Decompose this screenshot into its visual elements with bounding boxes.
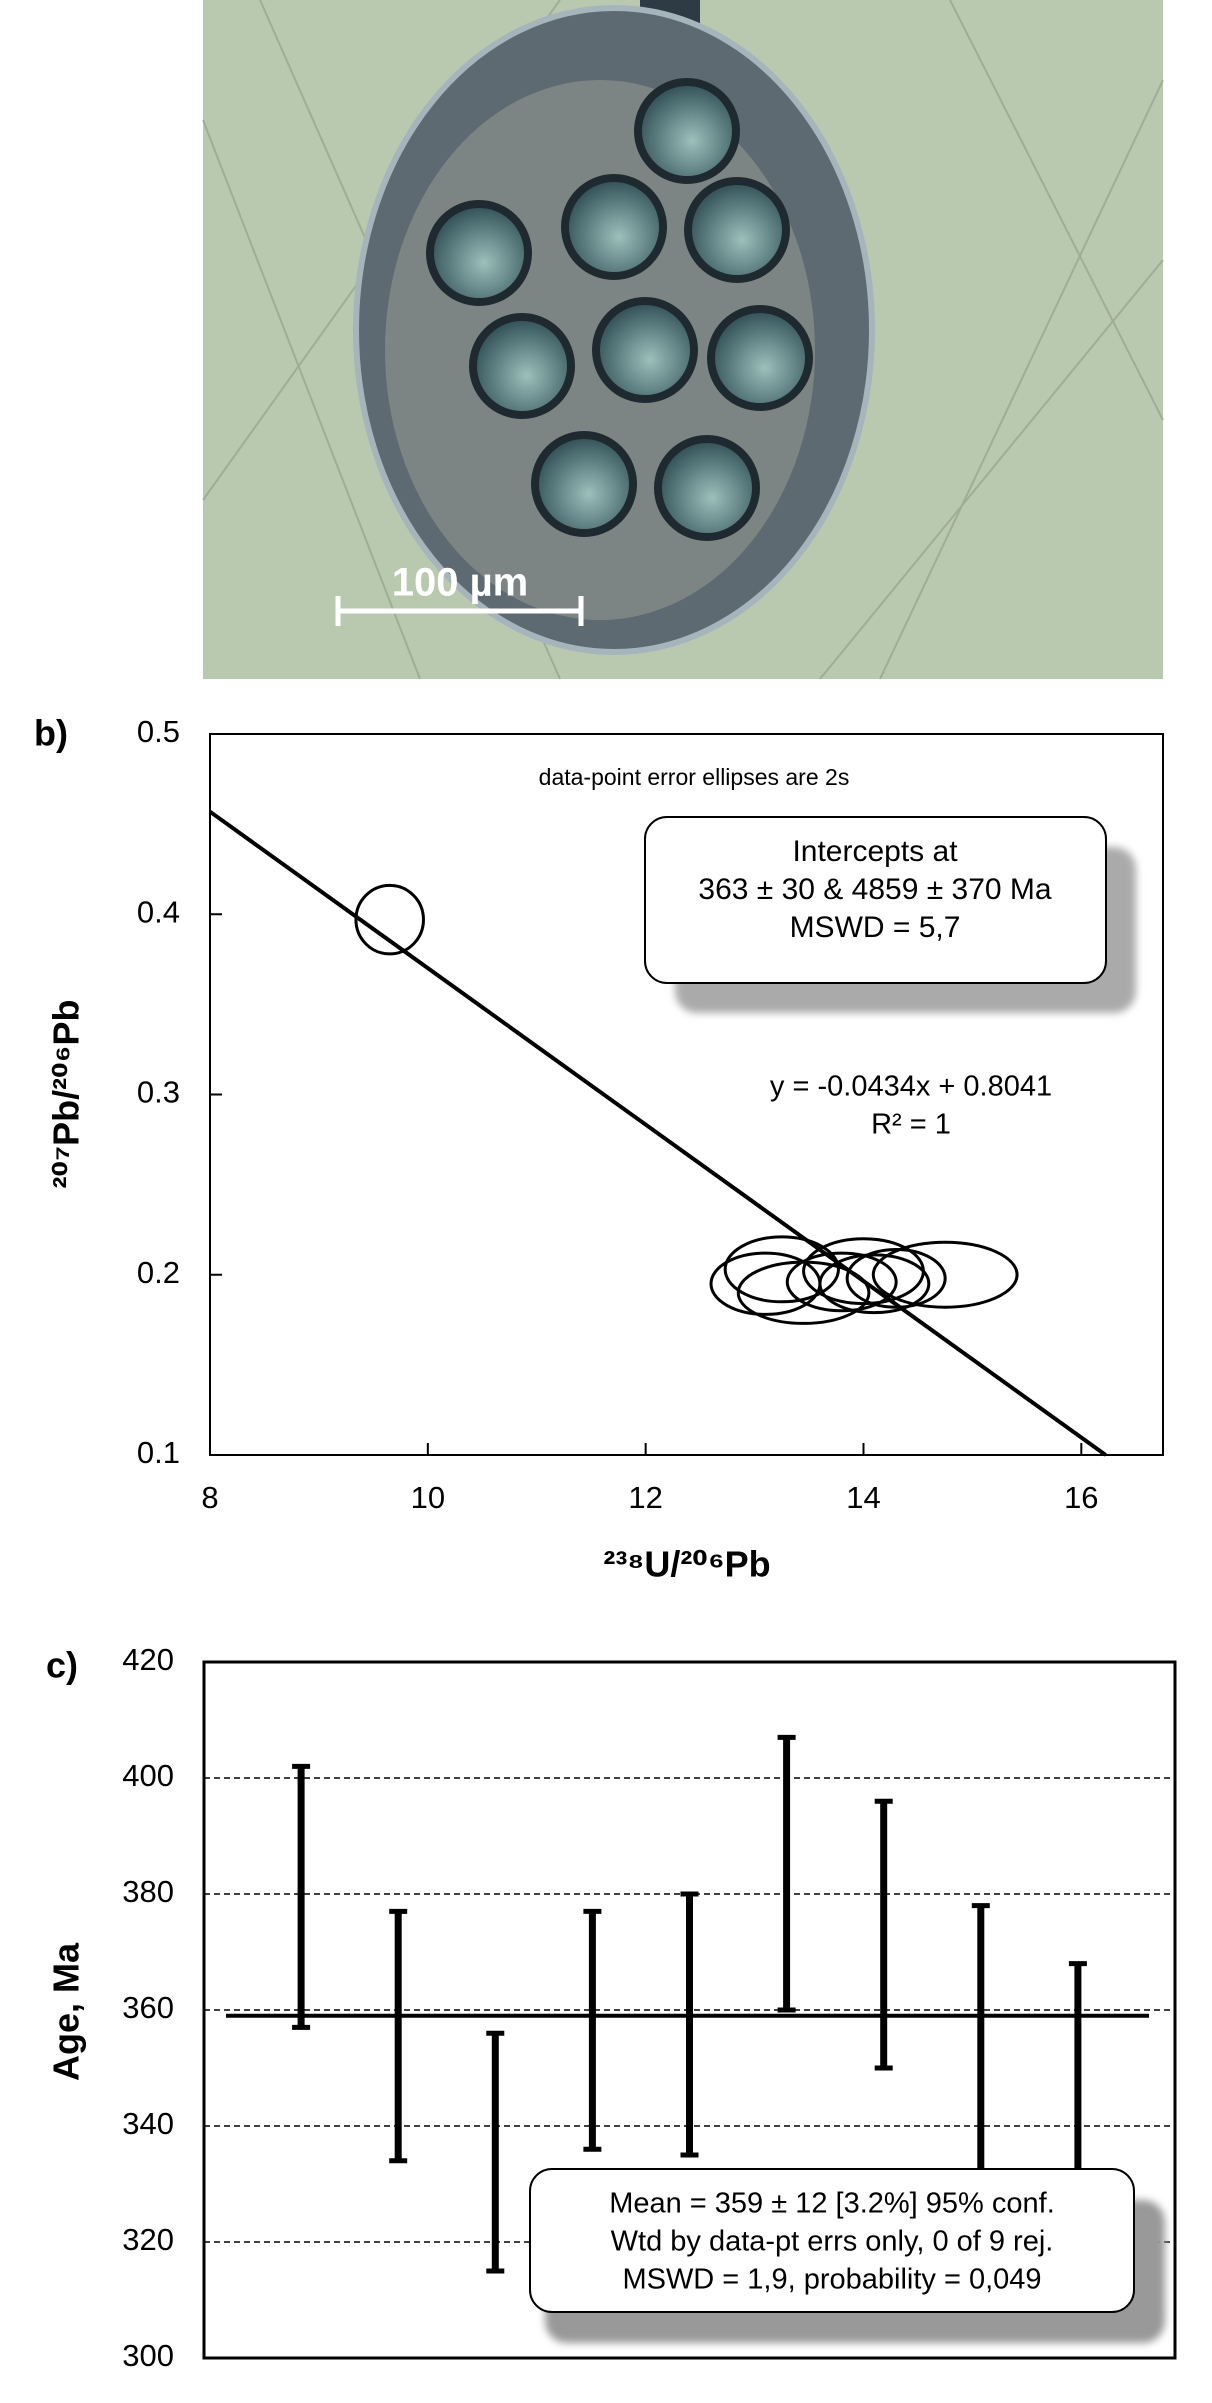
y-axis-label: ²⁰⁷Pb/²⁰⁶Pb xyxy=(46,1000,87,1189)
y-tick-label: 340 xyxy=(122,2106,174,2141)
panel-label: c) xyxy=(46,1645,78,1686)
x-tick-label: 14 xyxy=(846,1480,880,1515)
x-tick-label: 12 xyxy=(628,1480,662,1515)
holes xyxy=(426,78,813,541)
result-box xyxy=(529,2168,1135,2313)
photo: 100 µm xyxy=(202,0,1164,680)
x-tick-label: 16 xyxy=(1064,1480,1098,1515)
error-ellipse xyxy=(818,1253,931,1315)
scale-label: 100 µm xyxy=(392,561,528,605)
error-ellipse xyxy=(871,1240,1019,1309)
y-tick-label: 380 xyxy=(122,1874,174,1909)
y-tick-label: 0.5 xyxy=(137,714,180,749)
panel-label: b) xyxy=(34,713,68,754)
error-ellipse xyxy=(723,1235,840,1304)
x-axis-label: ²³⁸U/²⁰⁶Pb xyxy=(603,1544,770,1585)
y-tick-label: 0.4 xyxy=(137,894,180,929)
error-ellipse xyxy=(785,1251,898,1313)
y-axis-label: Age, Ma xyxy=(46,1942,87,2081)
scale-bar xyxy=(335,596,584,626)
box-text: Mean = 359 ± 12 [3.2%] 95% conf. xyxy=(609,2188,1055,2220)
y-tick-label: 420 xyxy=(122,1642,174,1677)
box-text: MSWD = 5,7 xyxy=(790,911,961,944)
y-tick-label: 400 xyxy=(122,1758,174,1793)
y-tick-label: 0.2 xyxy=(137,1255,180,1290)
y-tick-label: 0.1 xyxy=(137,1435,180,1470)
y-tick-label: 0.3 xyxy=(137,1075,180,1110)
x-tick-label: 8 xyxy=(201,1480,218,1515)
y-tick-label: 320 xyxy=(122,2222,174,2257)
box-text: 363 ± 30 & 4859 ± 370 Ma xyxy=(698,873,1051,906)
y-tick-label: 300 xyxy=(122,2338,174,2373)
box-text: MSWD = 1,9, probability = 0,049 xyxy=(622,2264,1041,2296)
result-box xyxy=(644,816,1107,984)
annotation: data-point error ellipses are 2s xyxy=(539,764,850,790)
equation: R² = 1 xyxy=(871,1109,951,1141)
regression-line xyxy=(208,810,1107,1457)
y-tick-label: 360 xyxy=(122,1990,174,2025)
error-ellipse xyxy=(354,883,425,956)
equation: y = -0.0434x + 0.8041 xyxy=(770,1071,1052,1103)
plot-frame xyxy=(202,1660,1177,2360)
box-text: Wtd by data-pt errs only, 0 of 9 rej. xyxy=(611,2226,1054,2258)
box-text: Intercepts at xyxy=(792,835,958,868)
x-tick-label: 10 xyxy=(411,1480,445,1515)
